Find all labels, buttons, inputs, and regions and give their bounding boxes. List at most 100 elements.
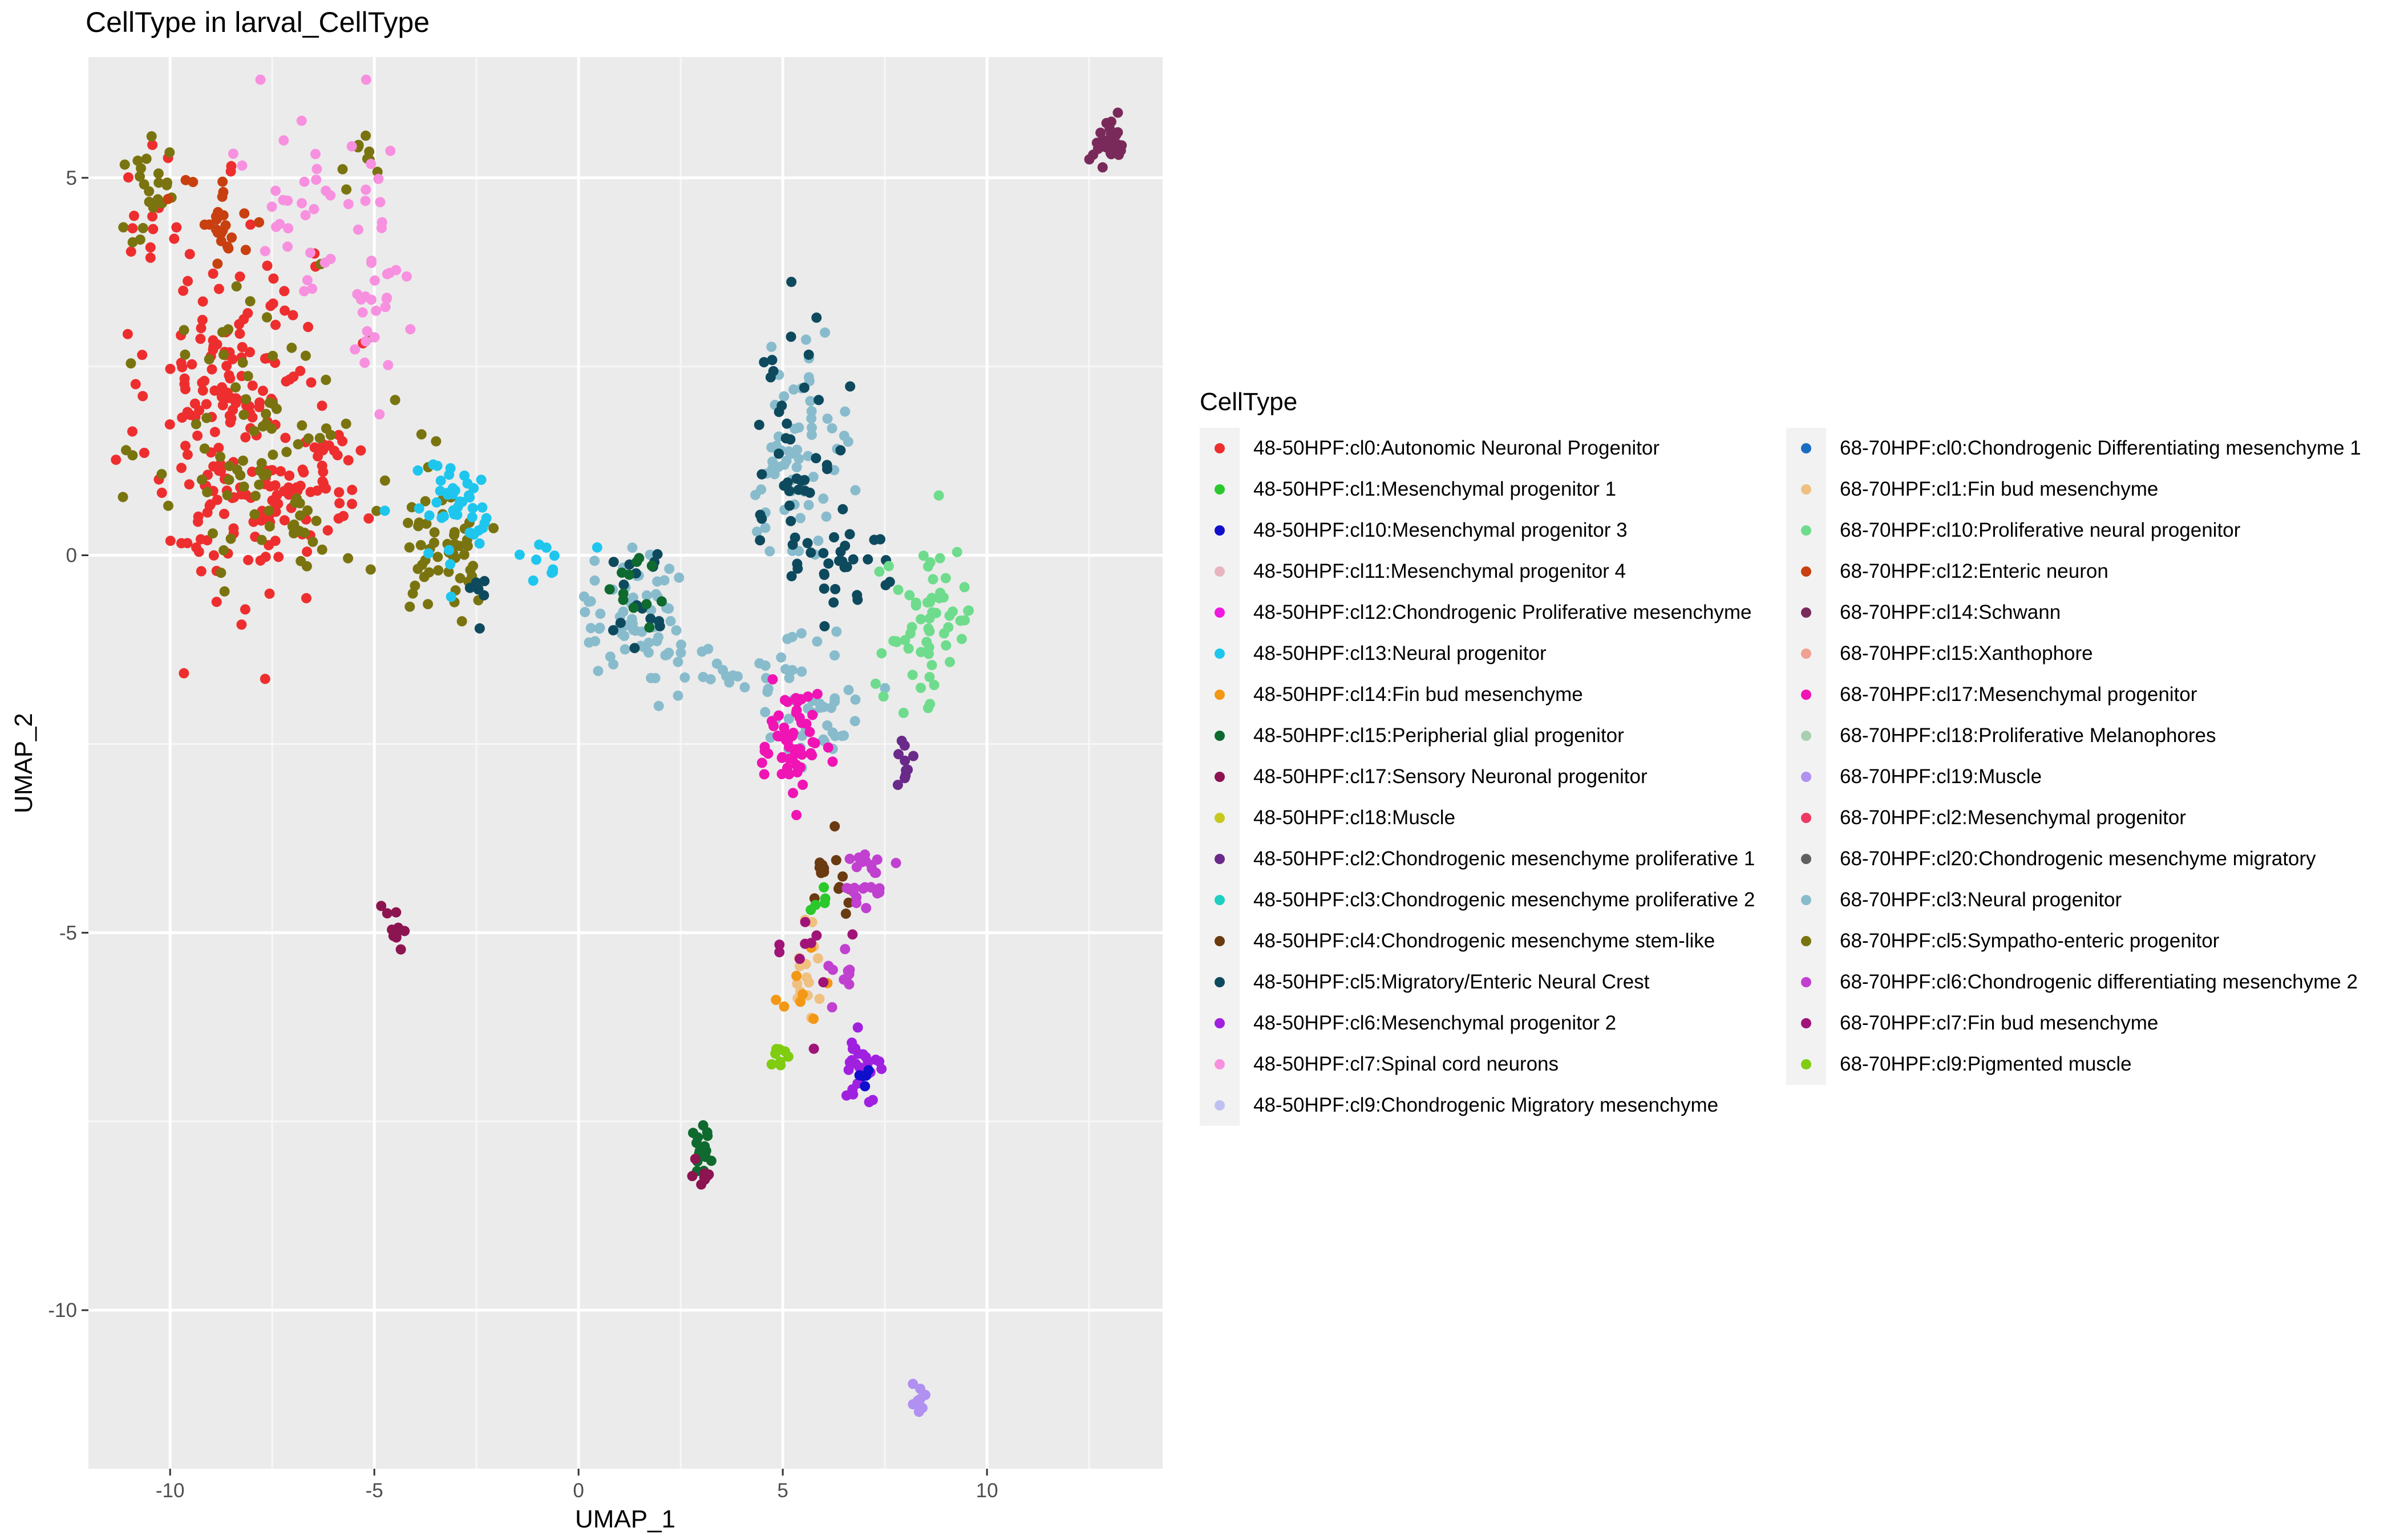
data-point — [792, 978, 803, 989]
data-point — [305, 248, 315, 258]
data-point — [488, 523, 499, 533]
data-point — [781, 456, 792, 466]
data-point — [213, 283, 224, 294]
data-point — [852, 1022, 863, 1033]
data-point — [823, 742, 833, 753]
data-point — [775, 1056, 786, 1067]
data-point — [860, 1081, 871, 1092]
data-point — [646, 560, 657, 571]
data-point — [907, 670, 918, 680]
data-point — [369, 332, 380, 343]
data-point — [854, 1062, 865, 1073]
legend-color-swatch — [1215, 1100, 1225, 1111]
data-point — [944, 610, 955, 621]
data-point — [806, 413, 817, 424]
data-point — [608, 557, 619, 568]
data-point — [333, 513, 344, 524]
data-point — [803, 451, 813, 461]
data-point — [280, 305, 290, 316]
data-point — [238, 455, 248, 466]
data-point — [216, 391, 227, 402]
data-point — [861, 903, 872, 914]
data-point — [377, 217, 387, 228]
data-point — [784, 672, 795, 683]
data-point — [137, 391, 148, 402]
data-point — [321, 375, 331, 385]
data-point — [257, 386, 268, 396]
data-point — [822, 720, 833, 731]
data-point — [767, 674, 778, 685]
data-point — [404, 542, 415, 553]
data-point — [127, 223, 138, 234]
data-point — [779, 1001, 790, 1012]
data-point — [776, 652, 787, 663]
data-point — [793, 484, 804, 495]
data-point — [347, 484, 358, 495]
data-point — [752, 526, 762, 537]
legend-key — [1786, 510, 1826, 551]
data-point — [660, 650, 671, 660]
legend-label: 68-70HPF:cl5:Sympatho-enteric progenitor — [1840, 930, 2220, 952]
legend-key — [1786, 838, 1826, 880]
data-point — [803, 349, 814, 360]
data-point — [232, 464, 242, 475]
data-point — [193, 511, 204, 522]
data-point — [904, 590, 915, 601]
data-point — [766, 1059, 777, 1069]
legend-key — [1200, 1003, 1240, 1044]
data-point — [768, 366, 779, 376]
data-point — [217, 382, 228, 393]
data-point — [916, 614, 926, 625]
legend-color-swatch — [1801, 690, 1811, 700]
legend-key — [1786, 1003, 1826, 1044]
data-point — [796, 694, 807, 705]
data-point — [843, 684, 854, 695]
x-tick-label: 10 — [976, 1480, 998, 1502]
data-point — [264, 521, 275, 532]
legend-color-swatch — [1215, 443, 1225, 453]
data-point — [412, 465, 423, 476]
data-point — [595, 609, 606, 619]
data-point — [371, 505, 382, 516]
data-point — [278, 194, 289, 205]
data-point — [202, 507, 213, 518]
data-point — [847, 1055, 857, 1065]
data-point — [282, 241, 293, 252]
legend-key — [1786, 797, 1826, 838]
data-point — [273, 499, 284, 509]
legend-color-swatch — [1801, 1018, 1811, 1028]
legend-key — [1200, 921, 1240, 962]
data-point — [819, 621, 830, 631]
data-point — [325, 190, 336, 201]
data-point — [925, 557, 936, 568]
legend-label: 68-70HPF:cl3:Neural progenitor — [1840, 889, 2122, 911]
data-point — [813, 536, 824, 546]
data-point — [148, 224, 159, 234]
data-point — [628, 602, 639, 613]
data-point — [321, 423, 331, 434]
data-point — [652, 549, 663, 560]
data-point — [391, 265, 402, 275]
data-point — [878, 691, 889, 702]
data-point — [201, 412, 212, 423]
data-point — [805, 396, 816, 407]
legend-key — [1200, 510, 1240, 551]
data-point — [407, 588, 418, 599]
data-point — [808, 472, 819, 483]
data-point — [279, 515, 290, 526]
legend-color-swatch — [1215, 772, 1225, 782]
y-axis-title: UMAP_2 — [10, 713, 38, 813]
legend-label: 48-50HPF:cl7:Spinal cord neurons — [1253, 1053, 1559, 1075]
data-point — [964, 605, 974, 616]
data-point — [218, 350, 229, 360]
data-point — [219, 509, 229, 519]
data-point — [145, 252, 156, 263]
data-point — [208, 341, 219, 352]
data-point — [829, 696, 840, 707]
legend-label: 48-50HPF:cl12:Chondrogenic Proliferative… — [1253, 601, 1752, 623]
legend-key — [1786, 551, 1826, 592]
data-point — [831, 855, 841, 866]
data-point — [774, 939, 785, 950]
data-point — [822, 414, 833, 424]
data-point — [268, 449, 278, 460]
